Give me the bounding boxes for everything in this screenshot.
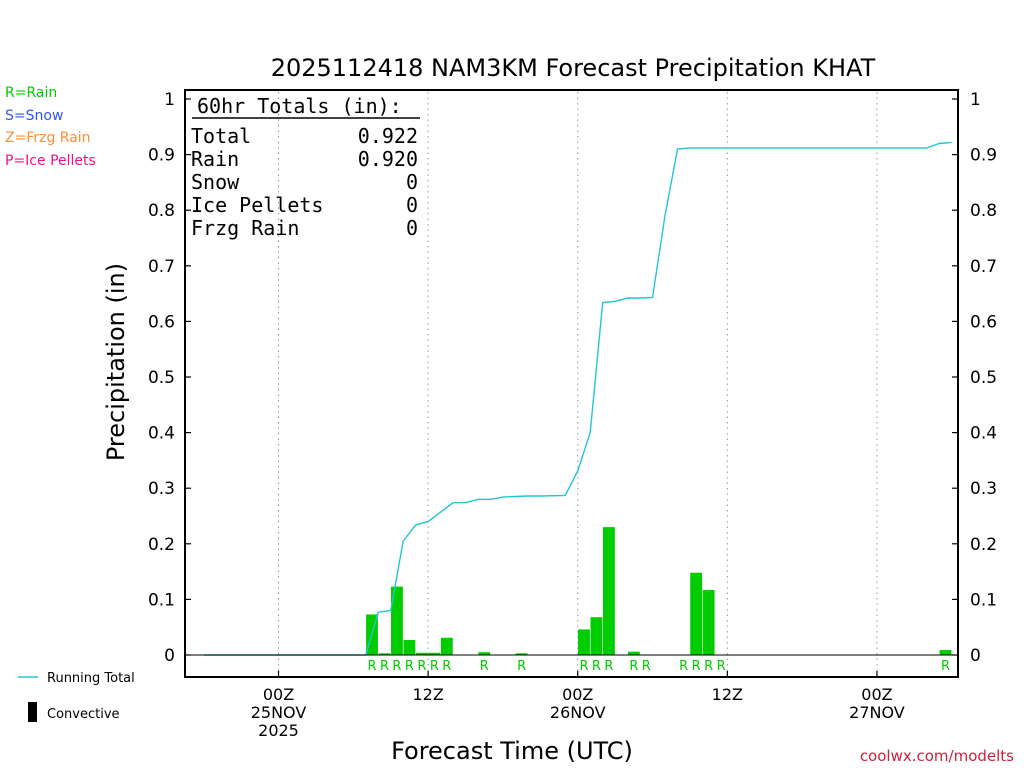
precip-bar [939, 649, 952, 655]
totals-row-label: Total [191, 124, 251, 148]
hourly-bars [366, 527, 952, 655]
x-tick-label: 12Z [412, 685, 443, 704]
y-tick-label-left: 0.5 [148, 368, 175, 388]
y-tick-label-right: 0.4 [970, 424, 997, 444]
precip-bar [415, 652, 428, 655]
x-tick-label: 2025 [258, 721, 299, 740]
y-tick-label-right: 1 [970, 90, 981, 110]
convective-legend-swatch [28, 702, 37, 722]
y-tick-label-left: 0.4 [148, 424, 175, 444]
y-axis-right: 0 0.1 0.2 0.3 0.4 0.5 0.6 0.7 0.8 0.9 1 [952, 90, 997, 666]
watermark: coolwx.com/modelts [860, 747, 1014, 765]
precip-type-legend: R=Rain S=Snow Z=Frzg Rain P=Ice Pellets [5, 82, 96, 172]
precip-bar [428, 652, 441, 655]
precip-bar [702, 589, 715, 655]
y-tick-label-left: 0.2 [148, 535, 175, 555]
precip-type-marker: R [380, 659, 389, 674]
y-tick-label-left: 1 [164, 90, 175, 110]
x-tick-label: 12Z [712, 685, 743, 704]
x-tick-label: 00Z [263, 685, 294, 704]
totals-box: 60hr Totals (in): Total 0.922 Rain 0.920 Sno… [191, 94, 420, 240]
y-tick-label-right: 0.3 [970, 479, 997, 499]
x-tick-label: 26NOV [550, 703, 606, 722]
convective-legend-label: Convective [47, 707, 120, 722]
y-tick-label-right: 0.7 [970, 257, 997, 277]
x-tick-label: 00Z [562, 685, 593, 704]
precip-type-marker: R [642, 659, 651, 674]
totals-row-value: 0 [406, 170, 418, 194]
legend-item-ice-pellets: P=Ice Pellets [5, 152, 96, 169]
precip-bar [378, 653, 391, 655]
precip-bar [403, 639, 416, 655]
precip-bar [590, 617, 603, 655]
chart-title: 2025112418 NAM3KM Forecast Precipitation… [271, 54, 876, 82]
totals-row-label: Rain [191, 147, 239, 171]
precip-type-marker: R [717, 659, 726, 674]
running-total-legend-label: Running Total [47, 671, 135, 686]
y-tick-label-left: 0 [164, 646, 175, 666]
precip-bar [602, 527, 615, 655]
legend-item-frzg-rain: Z=Frzg Rain [5, 130, 91, 146]
precip-type-marker: R [480, 659, 489, 674]
precip-bar [478, 652, 491, 655]
totals-row-label: Frzg Rain [191, 216, 299, 240]
y-tick-label-right: 0.9 [970, 146, 997, 166]
precip-type-marker: R [692, 659, 701, 674]
y-tick-label-left: 0.6 [148, 312, 175, 332]
x-tick-label: 00Z [861, 685, 892, 704]
totals-row-value: 0 [406, 216, 418, 240]
y-tick-label-left: 0.7 [148, 257, 175, 277]
legend-item-rain: R=Rain [5, 85, 58, 101]
precip-type-marker: R [430, 659, 439, 674]
totals-row-value: 0 [406, 193, 418, 217]
running-total-line [203, 141, 952, 656]
precip-type-marker: R [392, 659, 401, 674]
precip-bar [578, 629, 590, 655]
precip-type-marker: R [517, 659, 526, 674]
x-tick-label: 25NOV [251, 703, 307, 722]
y-tick-label-right: 0.5 [970, 368, 997, 388]
x-tick-label: 27NOV [849, 703, 905, 722]
y-axis-left: 0 0.1 0.2 0.3 0.4 0.5 0.6 0.7 0.8 0.9 1 [148, 90, 191, 666]
precip-type-marker: R [405, 659, 414, 674]
precip-type-marker: R [579, 659, 588, 674]
precip-type-marker: R [679, 659, 688, 674]
x-axis-label: Forecast Time (UTC) [391, 737, 633, 765]
totals-row-label: Snow [191, 170, 240, 194]
y-axis-label: Precipitation (in) [102, 263, 130, 461]
precip-type-marker: R [941, 659, 950, 674]
precip-bar [391, 586, 403, 655]
totals-row-label: Ice Pellets [191, 193, 323, 217]
y-tick-label-right: 0.2 [970, 535, 997, 555]
y-tick-label-left: 0.9 [148, 146, 175, 166]
y-tick-label-right: 0 [970, 646, 981, 666]
precip-bar [627, 651, 640, 655]
precip-bar [440, 637, 453, 655]
totals-row-value: 0.922 [358, 124, 418, 148]
y-tick-label-left: 0.1 [148, 590, 175, 610]
gridlines [278, 92, 878, 675]
y-tick-label-right: 0.8 [970, 201, 997, 221]
totals-heading: 60hr Totals (in): [197, 94, 402, 118]
y-tick-label-right: 0.1 [970, 590, 997, 610]
y-tick-label-left: 0.3 [148, 479, 175, 499]
precip-type-marker: R [367, 659, 376, 674]
precip-type-marker: R [592, 659, 601, 674]
precip-type-marker: R [704, 659, 713, 674]
y-tick-label-left: 0.8 [148, 201, 175, 221]
precip-type-marker: R [442, 659, 451, 674]
plot-frame [184, 89, 959, 678]
totals-row-value: 0.920 [358, 147, 418, 171]
precip-type-marker: R [629, 659, 638, 674]
legend-item-snow: S=Snow [5, 107, 64, 124]
precip-bar [690, 572, 703, 655]
precip-type-marker: R [604, 659, 613, 674]
y-tick-label-right: 0.6 [970, 312, 997, 332]
precip-type-marker: R [417, 659, 426, 674]
precip-bar [515, 653, 528, 655]
